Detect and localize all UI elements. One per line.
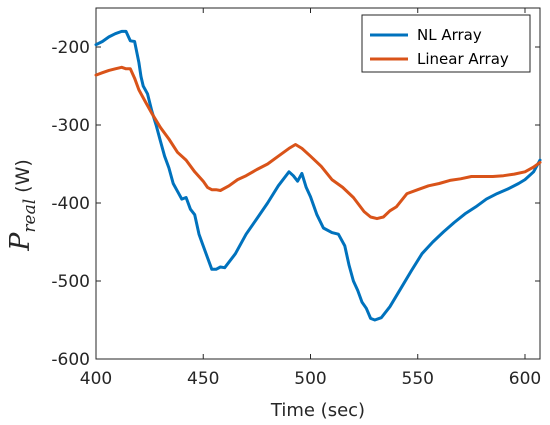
legend-label-linear-array: Linear Array	[417, 50, 509, 68]
y-axis-label-symbol: P	[5, 232, 36, 252]
svg-text:Preal(W): Preal (W)	[5, 159, 40, 252]
series-line-nl-array	[94, 29, 542, 322]
x-tick-label-3: 550	[402, 369, 434, 389]
legend-box	[361, 14, 531, 73]
series-layer	[94, 29, 542, 322]
ticks-layer: 400 450 500 550 600 -200 -300 -400 -500 -600	[51, 8, 541, 389]
y-axis-label: Preal (W)	[5, 159, 40, 252]
y-axis-label-subscript: real	[20, 199, 40, 233]
legend-label-nl-array: NL Array	[417, 26, 482, 44]
plot-area-border	[95, 7, 541, 360]
x-axis-label: Time (sec)	[270, 400, 365, 421]
y-tick-label-0: -200	[51, 38, 90, 58]
y-tick-label-3: -500	[51, 272, 90, 292]
y-tick-label-1: -300	[51, 116, 90, 136]
y-tick-label-2: -400	[51, 194, 90, 214]
x-tick-label-1: 450	[187, 369, 219, 389]
x-tick-label-2: 500	[294, 369, 326, 389]
plot-frame	[95, 7, 541, 360]
x-tick-label-4: 600	[509, 369, 541, 389]
y-tick-label-4: -600	[51, 350, 90, 370]
series-line-linear-array	[94, 65, 542, 221]
y-axis-label-unit: (W)	[12, 159, 34, 193]
legend: NL Array Linear Array	[361, 14, 531, 73]
x-tick-label-0: 400	[80, 369, 112, 389]
